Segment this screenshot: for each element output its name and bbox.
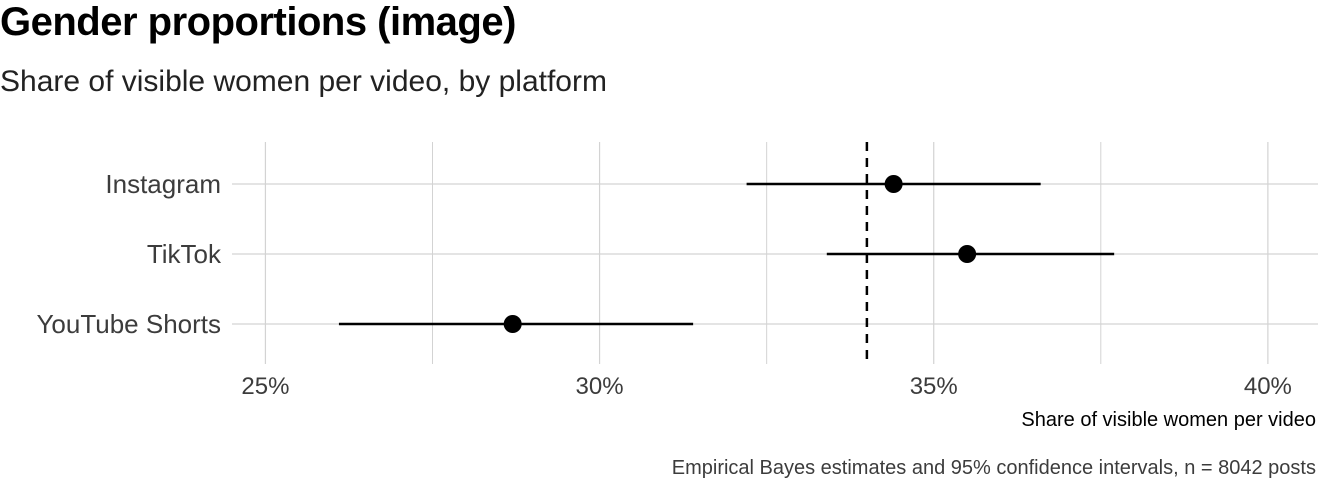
x-tick-label: 40% xyxy=(1244,373,1292,400)
estimate-point xyxy=(503,315,522,333)
x-tick-label: 35% xyxy=(910,373,958,400)
x-axis-label: Share of visible women per video xyxy=(1021,409,1316,431)
category-label: YouTube Shorts xyxy=(36,309,221,339)
x-tick-label: 30% xyxy=(576,373,624,400)
data-marks xyxy=(338,175,1115,333)
chart-title: Gender proportions (image) xyxy=(0,0,516,44)
estimate-point xyxy=(958,245,977,263)
x-tick-labels: 25% 30% 35% 40% xyxy=(241,373,1292,400)
category-labels: Instagram TikTok YouTube Shorts xyxy=(36,169,222,339)
category-label: TikTok xyxy=(147,239,222,269)
major-gridlines xyxy=(232,142,1318,364)
chart-caption: Empirical Bayes estimates and 95% confid… xyxy=(672,457,1316,479)
estimate-point xyxy=(884,175,903,193)
x-tick-label: 25% xyxy=(241,373,289,400)
chart-subtitle: Share of visible women per video, by pla… xyxy=(0,65,607,98)
category-label: Instagram xyxy=(105,169,221,199)
